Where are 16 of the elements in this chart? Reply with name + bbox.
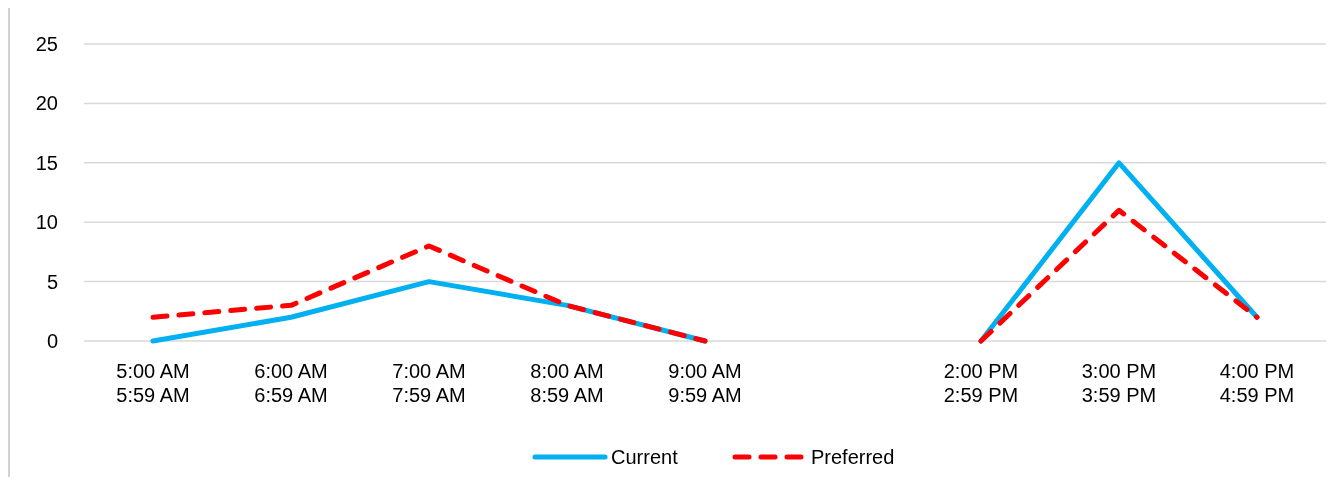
legend-label: Preferred	[811, 446, 895, 468]
y-tick-label: 10	[35, 211, 58, 234]
y-tick-label: 25	[35, 33, 58, 55]
x-tick-label: 5:00 AM 5:59 AM	[116, 360, 190, 406]
x-tick-label: 7:00 AM 7:59 AM	[392, 360, 466, 406]
y-tick-label: 5	[46, 270, 58, 293]
x-tick-label: 3:00 PM 3:59 PM	[1081, 360, 1157, 406]
x-tick-label: 9:00 AM 9:59 AM	[668, 360, 742, 406]
y-tick-label: 20	[35, 92, 58, 115]
y-tick-label: 15	[35, 151, 58, 174]
x-tick-label: 8:00 AM 8:59 AM	[530, 360, 604, 406]
y-tick-label: 0	[46, 330, 58, 352]
x-tick-label: 2:00 PM 2:59 PM	[943, 360, 1019, 406]
x-tick-label: 6:00 AM 6:59 AM	[254, 360, 328, 406]
legend-label: Current	[611, 446, 679, 468]
x-tick-label: 4:00 PM 4:59 PM	[1219, 360, 1295, 406]
